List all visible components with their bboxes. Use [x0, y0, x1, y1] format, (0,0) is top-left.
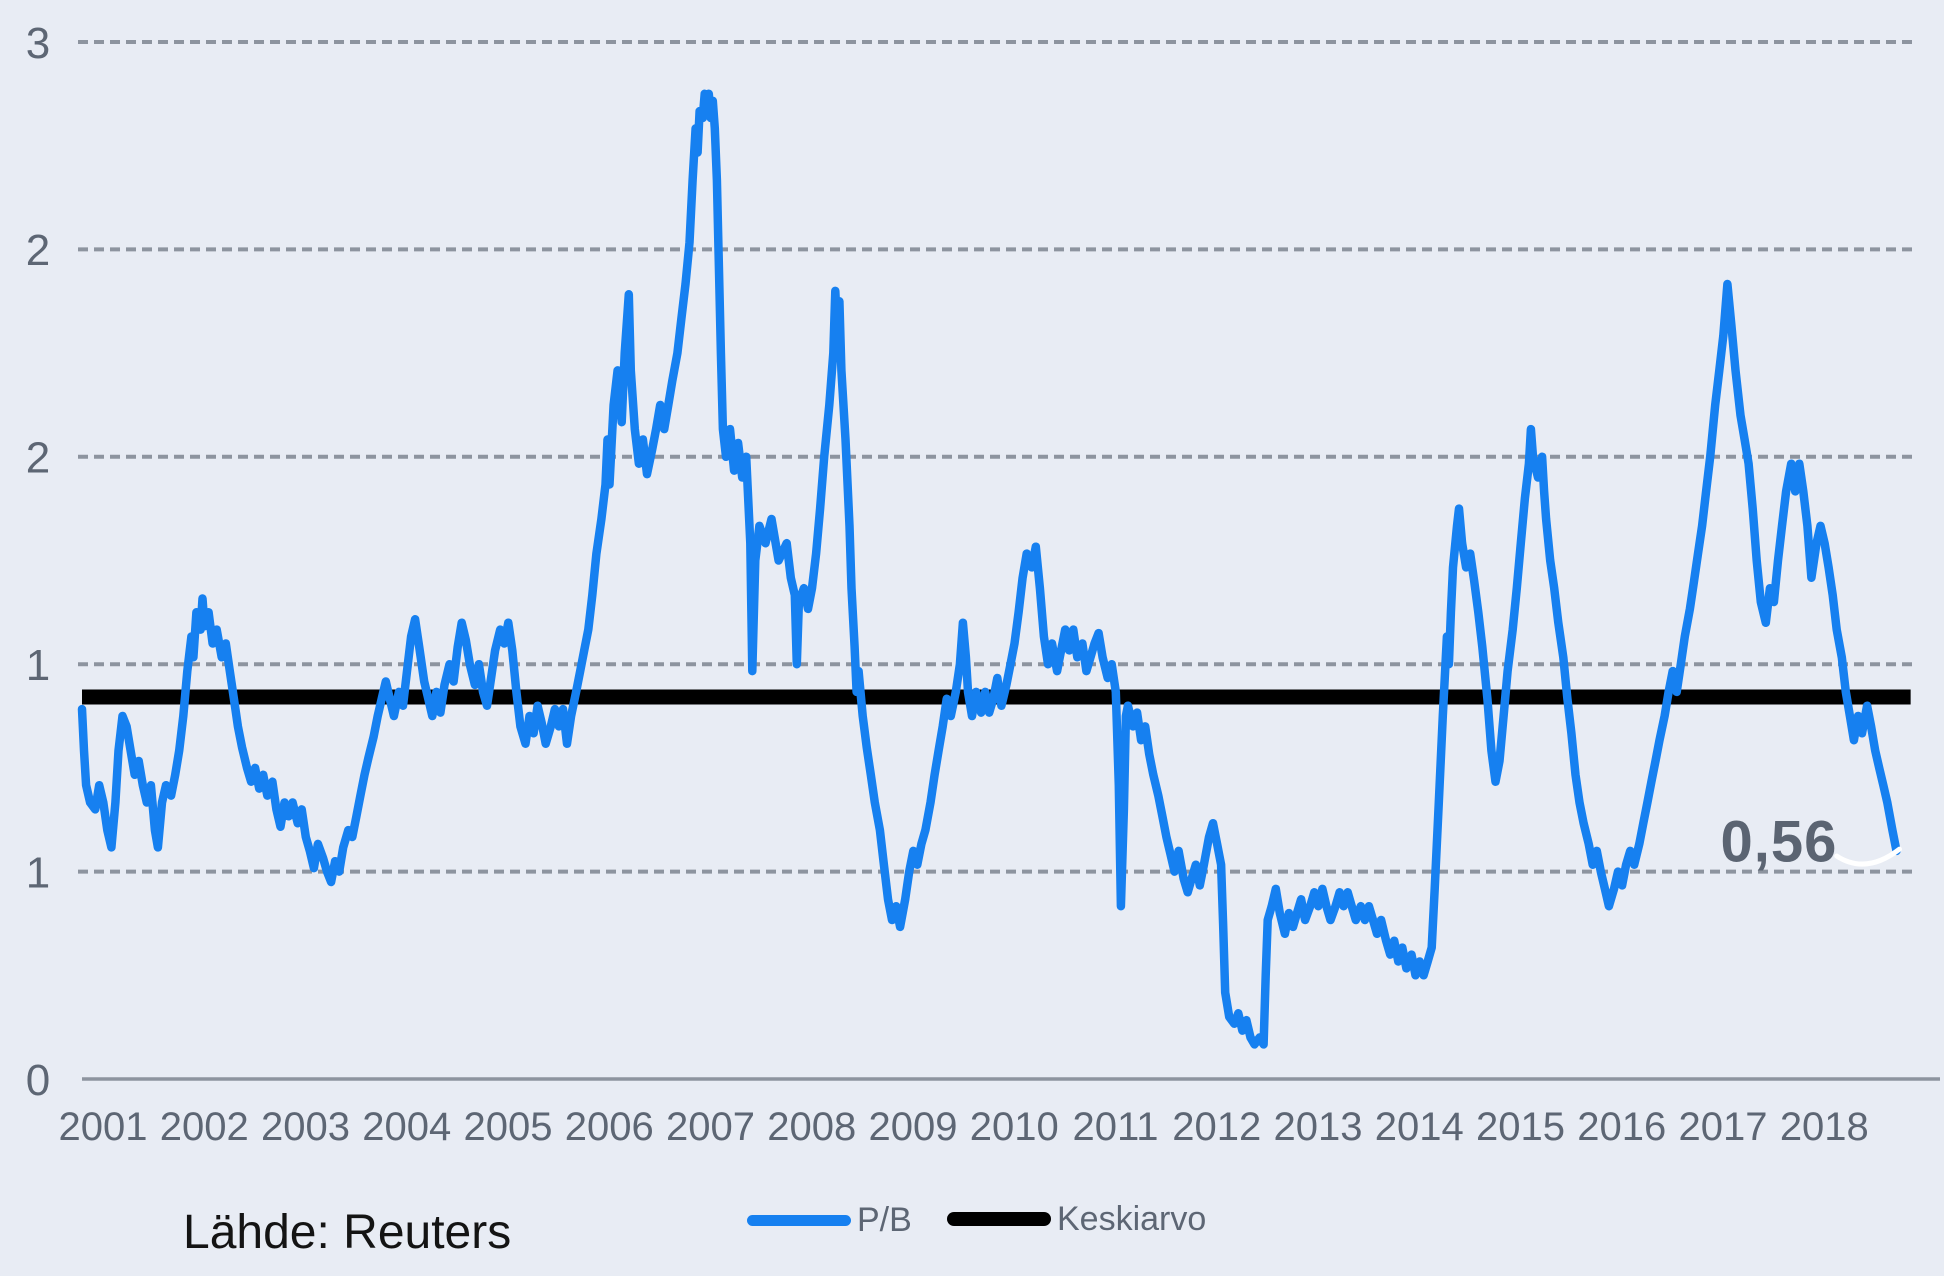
x-tick-label: 2003 [261, 1105, 350, 1149]
x-tick-label: 2004 [362, 1105, 451, 1149]
legend-label-pb: P/B [857, 1200, 912, 1239]
x-tick-label: 2016 [1577, 1105, 1666, 1149]
x-tick-label: 2005 [464, 1105, 553, 1149]
legend-item-pb: P/B [747, 1198, 912, 1242]
average-line-swatch-icon [947, 1212, 1051, 1226]
y-tick-label: 3 [26, 19, 50, 68]
y-tick-label: 2 [26, 434, 50, 483]
y-tick-label: 2 [26, 226, 50, 275]
x-tick-label: 2002 [160, 1105, 249, 1149]
x-tick-label: 2001 [59, 1105, 148, 1149]
pb-line-swatch-icon [747, 1214, 851, 1226]
legend-label-keskiarvo: Keskiarvo [1057, 1199, 1207, 1238]
y-tick-label: 0 [26, 1056, 50, 1105]
x-tick-label: 2018 [1780, 1105, 1869, 1149]
x-tick-label: 2008 [767, 1105, 856, 1149]
last-value-annotation: 0,56 [1720, 809, 1838, 875]
source-label: Lähde: Reuters [183, 1206, 512, 1259]
x-tick-label: 2014 [1375, 1105, 1464, 1149]
y-tick-label: 1 [26, 848, 50, 897]
x-tick-label: 2010 [970, 1105, 1059, 1149]
x-tick-label: 2006 [565, 1105, 654, 1149]
annotation-callout-line [1834, 846, 1902, 867]
legend-item-keskiarvo: Keskiarvo [947, 1197, 1206, 1241]
x-tick-label: 2015 [1476, 1105, 1565, 1149]
x-tick-label: 2012 [1172, 1105, 1261, 1149]
pb-series-line [77, 89, 1901, 1049]
y-tick-label: 1 [26, 641, 50, 690]
x-tick-label: 2007 [666, 1105, 755, 1149]
x-tick-label: 2013 [1274, 1105, 1363, 1149]
x-tick-label: 2017 [1679, 1105, 1768, 1149]
x-tick-label: 2009 [869, 1105, 958, 1149]
x-tick-label: 2011 [1073, 1105, 1159, 1149]
